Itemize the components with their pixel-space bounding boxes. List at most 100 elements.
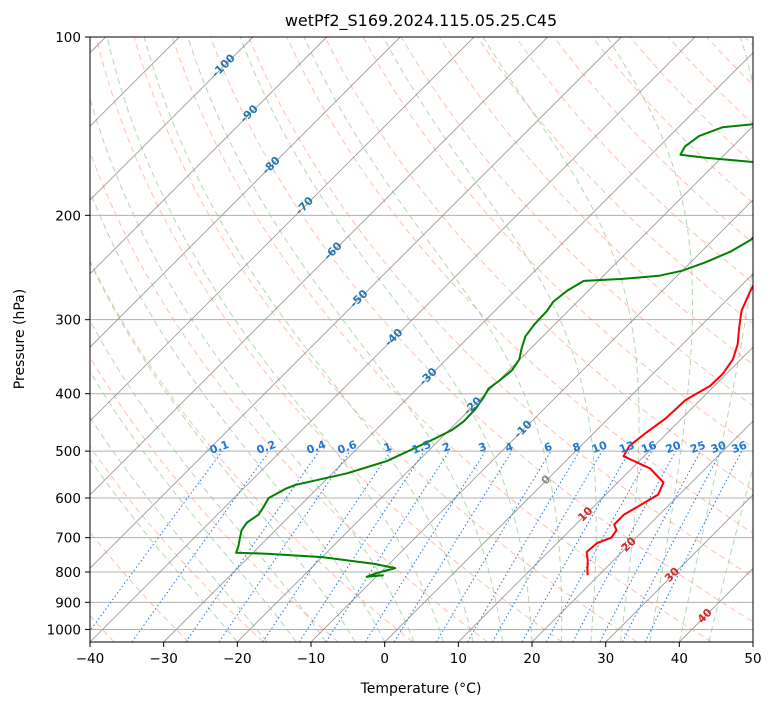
dry-adiabat-line	[477, 37, 753, 325]
moist-adiabat-line	[382, 37, 597, 642]
moist-adiabat-line	[90, 458, 238, 642]
isotherm-line	[90, 37, 622, 569]
isotherm-line	[310, 199, 753, 642]
mixing-ratio-line	[599, 450, 701, 642]
isotherm-line	[90, 37, 254, 201]
y-tick-label: 800	[55, 565, 81, 581]
dry-adiabat-line	[248, 37, 753, 578]
y-tick-label: 400	[55, 387, 81, 403]
isotherm-label: 40	[695, 606, 715, 626]
mixing-ratio-line	[364, 450, 486, 642]
mixing-ratio-line	[131, 450, 270, 642]
dry-adiabat-line	[90, 531, 190, 642]
isotherm-line	[457, 346, 753, 642]
mixing-ratio-line	[218, 450, 351, 642]
moist-adiabat-line	[90, 189, 386, 642]
mixing-ratio-labels: 0.1 0.2 0.4 0.6 1 1.5 2 3 4 6 8 10 13 16 20 25 30 36	[208, 438, 749, 457]
isotherm-line	[90, 37, 328, 275]
mixing-ratio-line	[572, 450, 677, 642]
isotherm-line	[384, 273, 753, 642]
moist-adiabat-line	[239, 37, 533, 642]
mixing-ratio-label: 36	[730, 439, 749, 457]
x-tick-label: 50	[744, 651, 761, 667]
dry-adiabat-line	[591, 37, 753, 204]
moist-adiabat-line	[187, 37, 503, 642]
isotherms	[90, 37, 753, 642]
dry-adiabat-line	[515, 37, 753, 284]
moist-adiabat-line	[303, 37, 563, 642]
mixing-ratio-line	[467, 450, 580, 642]
dry-adiabat-line	[744, 37, 753, 47]
mixing-ratio-label: 20	[664, 439, 683, 457]
mixing-ratio-label: 10	[590, 439, 609, 457]
x-axis-label: Temperature (°C)	[360, 681, 482, 697]
mixing-ratio-lines	[90, 450, 743, 642]
pressure-gridlines	[90, 37, 753, 630]
x-tick-label: −20	[223, 651, 252, 667]
isotherm-label: -70	[293, 194, 316, 217]
x-tick-label: −40	[76, 651, 105, 667]
moist-adiabat-line	[90, 260, 356, 642]
isotherm-label: -30	[417, 365, 440, 388]
y-tick-label: 500	[55, 444, 81, 460]
mixing-ratio-line	[325, 450, 450, 642]
x-tick-label: −10	[297, 651, 326, 667]
isotherm-label: 10	[575, 504, 595, 524]
y-axis-label: Pressure (hPa)	[12, 289, 28, 389]
moist-adiabat-line	[143, 37, 474, 642]
isotherm-line	[531, 420, 753, 642]
mixing-ratio-label: 4	[503, 440, 515, 455]
mixing-ratio-label: 0.6	[336, 438, 359, 457]
dry-adiabats	[90, 37, 753, 642]
isotherm-label: -90	[237, 102, 260, 125]
mixing-ratio-line	[545, 450, 653, 642]
mixing-ratio-label: 6	[542, 440, 554, 455]
mixing-ratio-label: 1.5	[410, 438, 433, 457]
mixing-ratio-label: 25	[689, 439, 708, 456]
y-tick-label: 100	[55, 30, 81, 46]
y-axis-ticks: 100 200 300 400 500 600 700 800 900 1000	[47, 30, 90, 638]
mixing-ratio-label: 16	[640, 439, 659, 457]
mixing-ratio-line	[435, 450, 552, 642]
isotherm-label: 30	[662, 565, 682, 585]
moist-adiabat-line	[482, 37, 640, 642]
mixing-ratio-line	[262, 450, 392, 642]
isotherm-line	[752, 641, 753, 642]
mixing-ratio-line	[393, 450, 513, 642]
dewpoint-line	[235, 123, 753, 578]
x-tick-label: 20	[523, 651, 540, 667]
isotherm-label: -60	[321, 239, 344, 262]
mixing-ratio-label: 8	[571, 440, 583, 455]
y-tick-label: 600	[55, 491, 81, 507]
x-tick-label: 40	[671, 651, 688, 667]
isotherm-line	[90, 37, 696, 642]
y-tick-label: 300	[55, 313, 81, 329]
x-tick-label: 0	[380, 651, 389, 667]
dry-adiabat-line	[400, 37, 753, 407]
dry-adiabat-line	[324, 37, 753, 491]
isotherm-line	[236, 125, 753, 642]
dry-adiabat-line	[90, 259, 414, 642]
temperature-line	[585, 283, 753, 576]
isotherm-line	[90, 37, 475, 422]
isotherm-line	[90, 37, 549, 496]
dry-adiabat-line	[90, 445, 264, 642]
moist-adiabat-line	[606, 37, 693, 642]
moist-adiabat-line	[90, 416, 268, 642]
plot-frame	[89, 36, 754, 643]
y-tick-label: 900	[55, 595, 81, 611]
mixing-ratio-label: 3	[477, 440, 489, 455]
mixing-ratio-label: 30	[709, 439, 728, 457]
y-tick-label: 700	[55, 531, 81, 547]
dry-adiabat-line	[629, 37, 753, 165]
moist-adiabat-line	[90, 370, 297, 642]
isotherm-label: -50	[347, 287, 370, 310]
mixing-ratio-label: 1	[382, 440, 394, 455]
mixing-ratio-line	[491, 450, 603, 642]
x-tick-label: 30	[597, 651, 614, 667]
x-tick-label: 10	[450, 651, 467, 667]
moist-adiabat-line	[106, 37, 445, 642]
sounding-series	[235, 123, 753, 578]
